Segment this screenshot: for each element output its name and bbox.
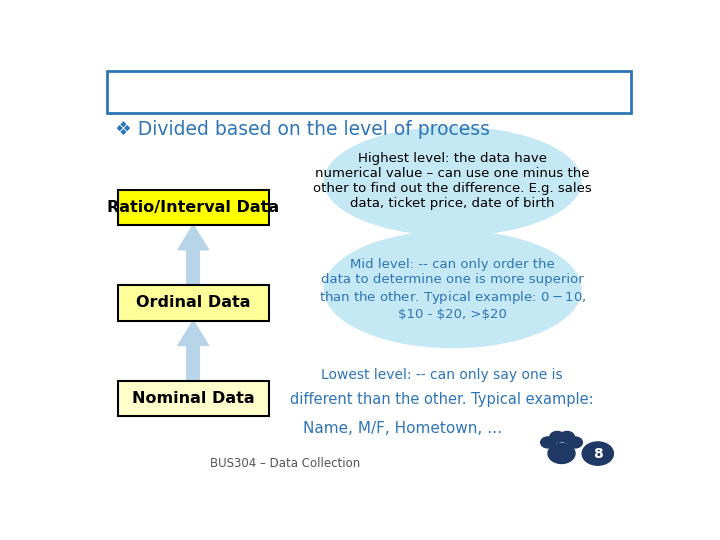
Text: BUS304 – Data Collection: BUS304 – Data Collection — [210, 457, 361, 470]
Circle shape — [541, 437, 555, 448]
Circle shape — [559, 431, 575, 442]
Circle shape — [548, 443, 575, 463]
Text: Highest level: the data have
numerical value – can use one minus the
other to fi: Highest level: the data have numerical v… — [313, 152, 592, 210]
Circle shape — [567, 437, 582, 448]
Text: Nominal Data: Nominal Data — [132, 391, 255, 406]
FancyBboxPatch shape — [186, 250, 200, 285]
Polygon shape — [178, 321, 209, 346]
Ellipse shape — [324, 127, 581, 235]
FancyBboxPatch shape — [107, 71, 631, 113]
FancyBboxPatch shape — [118, 381, 269, 416]
FancyBboxPatch shape — [118, 190, 269, 225]
Ellipse shape — [324, 231, 581, 348]
Text: different than the other. Typical example:: different than the other. Typical exampl… — [289, 392, 593, 407]
FancyBboxPatch shape — [118, 285, 269, 321]
Polygon shape — [178, 225, 209, 250]
Text: Ratio/Interval Data: Ratio/Interval Data — [107, 200, 279, 215]
Text: Ordinal Data: Ordinal Data — [136, 295, 251, 310]
Text: Lowest level: -- can only say one is: Lowest level: -- can only say one is — [320, 368, 562, 382]
Text: 8: 8 — [593, 447, 603, 461]
Text: ❖ Divided based on the level of process: ❖ Divided based on the level of process — [115, 120, 490, 139]
Text: Mid level: -- can only order the
data to determine one is more superior
than the: Mid level: -- can only order the data to… — [319, 258, 587, 321]
Text: Name, M/F, Hometown, …: Name, M/F, Hometown, … — [303, 421, 502, 436]
Circle shape — [582, 442, 613, 465]
FancyBboxPatch shape — [186, 346, 200, 381]
Circle shape — [550, 431, 564, 442]
